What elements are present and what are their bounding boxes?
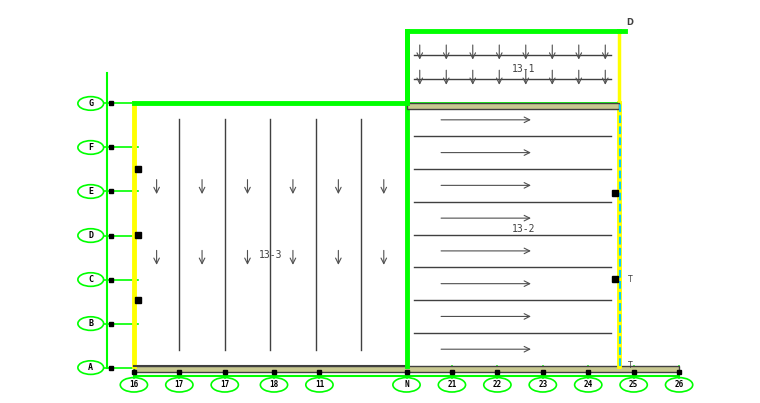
Text: D: D xyxy=(626,19,633,27)
Text: T: T xyxy=(628,274,632,284)
Text: 11: 11 xyxy=(315,380,324,389)
Text: D: D xyxy=(88,231,93,240)
Bar xyxy=(134,366,679,372)
Text: 13-1: 13-1 xyxy=(511,64,535,74)
Bar xyxy=(407,104,619,110)
Text: B: B xyxy=(88,319,93,328)
Text: F: F xyxy=(88,143,93,152)
Text: C: C xyxy=(88,275,93,284)
Text: 23: 23 xyxy=(538,380,547,389)
Text: 24: 24 xyxy=(584,380,593,389)
Text: 22: 22 xyxy=(492,380,502,389)
Text: G: G xyxy=(88,99,93,108)
Text: 21: 21 xyxy=(448,380,457,389)
Text: 26: 26 xyxy=(674,380,684,389)
Text: A: A xyxy=(88,363,93,372)
Text: 17: 17 xyxy=(220,380,230,389)
Text: T: T xyxy=(628,361,632,370)
Text: 18: 18 xyxy=(269,380,279,389)
Text: 17: 17 xyxy=(175,380,184,389)
Text: 13-3: 13-3 xyxy=(258,251,282,260)
Text: 13-2: 13-2 xyxy=(511,224,535,234)
Text: 16: 16 xyxy=(129,380,138,389)
Text: E: E xyxy=(88,187,93,196)
Text: N: N xyxy=(404,380,409,389)
Text: 25: 25 xyxy=(629,380,638,389)
